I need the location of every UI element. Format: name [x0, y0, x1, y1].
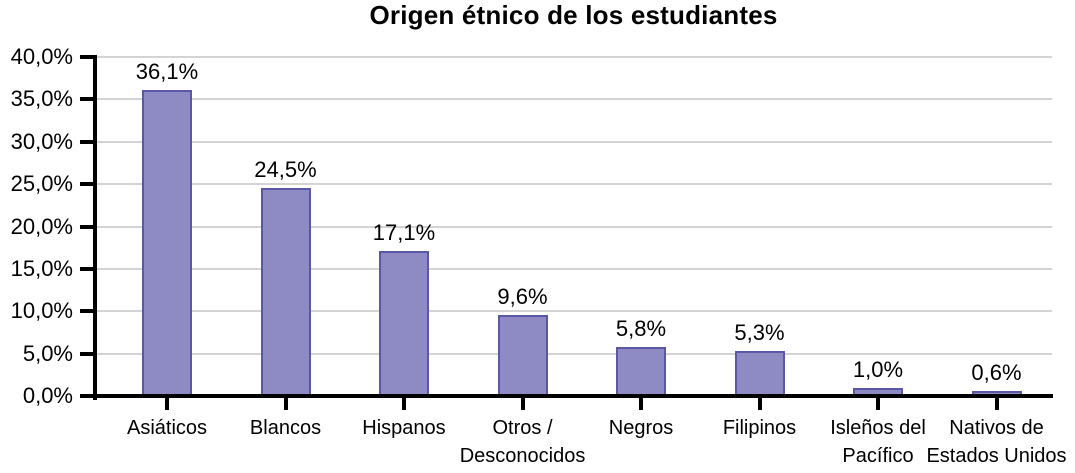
- bar-value-label: 9,6%: [497, 283, 548, 309]
- y-axis-label: 15,0%: [10, 255, 73, 281]
- x-axis-tick: [402, 398, 406, 410]
- y-axis-label: 40,0%: [10, 44, 73, 69]
- x-axis-tick: [876, 398, 880, 410]
- category-label-line: Otros /: [492, 417, 553, 439]
- chart-title: Origen étnico de los estudiantes: [369, 0, 778, 30]
- y-axis-label: 30,0%: [10, 128, 73, 154]
- bar: [379, 251, 429, 396]
- category-label-line: Nativos de: [949, 417, 1044, 439]
- y-axis-tick: [80, 266, 95, 271]
- y-axis-label: 0,0%: [22, 383, 73, 408]
- y-axis-tick: [80, 182, 95, 187]
- category-label-line: Negros: [608, 417, 674, 439]
- category-label: Filipinos: [685, 414, 835, 442]
- y-axis-label: 25,0%: [10, 171, 73, 197]
- bar-value-label: 1,0%: [852, 356, 904, 382]
- y-axis-label: 5,0%: [22, 340, 73, 366]
- category-label: Isleños del Pacífico: [803, 414, 953, 470]
- bar-value-label: 36,1%: [135, 59, 199, 85]
- y-axis-tick: [80, 351, 95, 356]
- category-label-line: Blancos: [249, 417, 322, 439]
- bar-value-label: 17,1%: [372, 220, 436, 246]
- category-label: Blancos: [211, 414, 361, 442]
- y-axis-tick: [80, 224, 95, 229]
- category-label-line: Pacífico: [842, 445, 914, 467]
- gridline: [97, 183, 1052, 186]
- gridline: [97, 98, 1052, 101]
- y-axis-label: 10,0%: [10, 298, 73, 324]
- category-label-line: Isleños del: [830, 417, 926, 439]
- y-axis-tick: [80, 97, 95, 102]
- gridline: [97, 267, 1052, 270]
- gridline: [97, 352, 1052, 355]
- y-axis-tick: [80, 139, 95, 144]
- category-label: Negros: [566, 414, 716, 442]
- bar: [497, 314, 548, 396]
- x-axis-tick: [757, 398, 762, 410]
- category-label-line: Asiáticos: [126, 417, 208, 439]
- bar: [260, 188, 311, 396]
- y-axis: [93, 55, 97, 400]
- bar-value-label: 0,6%: [971, 359, 1022, 385]
- bar: [734, 351, 785, 396]
- category-label: Nativos de Estados Unidos: [922, 414, 1072, 470]
- category-label-line: Filipinos: [722, 417, 797, 439]
- y-axis-label: 35,0%: [10, 86, 73, 112]
- gridline: [97, 140, 1052, 143]
- x-axis-tick: [994, 398, 999, 410]
- bar: [142, 90, 192, 396]
- bar-value-label: 5,3%: [734, 320, 785, 346]
- x-axis-tick: [283, 398, 288, 410]
- x-axis-tick: [639, 398, 643, 410]
- y-axis-tick: [80, 394, 95, 398]
- category-label: Otros / Desconocidos: [448, 414, 598, 470]
- gridline: [97, 310, 1052, 313]
- bar-value-label: 5,8%: [615, 315, 667, 341]
- category-label: Asiáticos: [92, 414, 242, 442]
- category-label-line: Hispanos: [362, 417, 446, 439]
- y-axis-tick: [80, 309, 95, 314]
- x-axis: [91, 394, 1053, 398]
- gridline: [97, 56, 1052, 58]
- gridline: [97, 225, 1052, 228]
- y-axis-label: 20,0%: [10, 213, 73, 239]
- x-axis-tick: [520, 398, 525, 410]
- bar-value-label: 24,5%: [254, 157, 317, 183]
- x-axis-tick: [165, 398, 169, 410]
- category-label: Hispanos: [329, 414, 479, 442]
- bar: [616, 346, 666, 396]
- y-axis-tick: [80, 55, 95, 59]
- category-label-line: Estados Unidos: [926, 445, 1067, 467]
- category-label-line: Desconocidos: [459, 445, 586, 467]
